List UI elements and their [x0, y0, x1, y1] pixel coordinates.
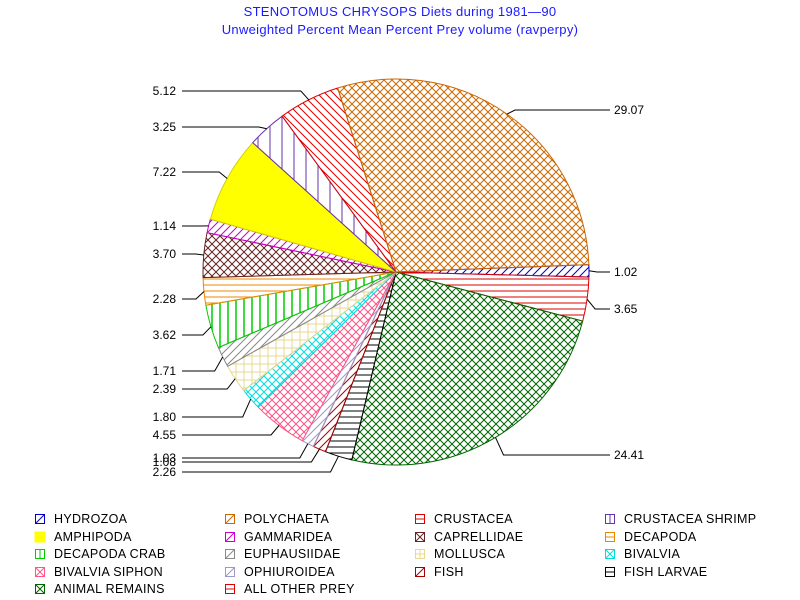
legend-swatch-icon — [225, 531, 235, 542]
slice-value-label: 4.55 — [153, 428, 177, 442]
legend-item-bivalvia: BIVALVIA — [604, 546, 680, 562]
legend-item-euphausiidae: EUPHAUSIIDAE — [224, 546, 341, 562]
legend-swatch-icon — [605, 549, 615, 559]
slice-value-label: 1.71 — [153, 364, 177, 378]
leader-line — [182, 171, 228, 179]
legend-label: POLYCHAETA — [244, 512, 330, 526]
legend-swatch-icon — [225, 549, 235, 559]
slice-value-label: 29.07 — [614, 103, 644, 117]
slice-value-label: 1.14 — [153, 219, 177, 233]
leader-line — [495, 437, 610, 456]
leader-line — [586, 298, 610, 310]
legend-item-crustacea-shrimp: CRUSTACEA SHRIMP — [604, 511, 756, 527]
slice-value-label: 3.25 — [153, 120, 177, 134]
legend-item-amphipoda: AMPHIPODA — [34, 529, 132, 545]
legend-label: EUPHAUSIIDAE — [244, 547, 341, 561]
legend-label: HYDROZOA — [54, 512, 128, 526]
leader-line — [182, 378, 236, 390]
legend-item-animal-remains: ANIMAL REMAINS — [34, 581, 165, 597]
legend-label: DECAPODA CRAB — [54, 547, 166, 561]
slice-value-label: 2.28 — [153, 292, 177, 306]
legend-label: CAPRELLIDAE — [434, 529, 524, 544]
legend-label: ALL OTHER PREY — [244, 582, 355, 596]
leader-line — [182, 90, 310, 101]
legend-item-decapoda-crab: DECAPODA CRAB — [34, 546, 166, 562]
slice-value-label: 1.02 — [614, 265, 638, 279]
pie-slice-polychaeta — [337, 78, 590, 273]
leader-line — [588, 270, 610, 273]
leader-line — [506, 109, 610, 115]
leader-line — [182, 443, 309, 459]
legend-item-hydrozoa: HYDROZOA — [34, 511, 127, 527]
slice-value-label: 5.12 — [153, 84, 177, 98]
leader-line — [182, 425, 280, 436]
legend-swatch-icon — [605, 566, 615, 577]
slice-value-label: 3.70 — [153, 247, 177, 261]
legend-item-all-other-prey: ALL OTHER PREY — [224, 581, 355, 597]
legend-label: GAMMARIDEA — [244, 529, 333, 544]
chart-title: STENOTOMUS CHRYSOPS Diets during 1981—90 — [243, 4, 557, 19]
legend-label: CRUSTACEA SHRIMP — [624, 512, 757, 526]
legend-label: AMPHIPODA — [54, 529, 132, 544]
slice-value-label: 3.65 — [614, 302, 638, 316]
legend-label: BIVALVIA SIPHON — [54, 564, 163, 579]
legend-item-crustacea: CRUSTACEA — [414, 511, 513, 527]
legend-label: BIVALVIA — [624, 547, 681, 561]
legend-item-gammaridea: GAMMARIDEA — [224, 529, 332, 545]
legend-label: OPHIUROIDEA — [244, 564, 335, 579]
slice-value-label: 2.26 — [153, 465, 177, 479]
leader-line — [182, 398, 252, 418]
legend-label: MOLLUSCA — [434, 547, 506, 561]
legend-swatch-icon — [35, 514, 45, 524]
slice-value-label: 3.62 — [153, 328, 177, 342]
legend-label: FISH LARVAE — [624, 564, 708, 579]
legend-item-fish-larvae: FISH LARVAE — [604, 564, 707, 580]
slice-value-label: 2.39 — [153, 382, 177, 396]
leader-line — [182, 126, 267, 130]
leader-line — [182, 291, 205, 300]
legend-label: ANIMAL REMAINS — [54, 582, 165, 596]
slice-value-label: 24.41 — [614, 448, 644, 462]
legend-swatch-icon — [415, 549, 425, 559]
leader-line — [182, 455, 339, 473]
legend-label: DECAPODA — [624, 529, 697, 544]
legend-item-polychaeta: POLYCHAETA — [224, 511, 329, 527]
slice-value-label: 1.80 — [153, 410, 177, 424]
legend-swatch-icon — [34, 531, 46, 542]
legend-item-bivalvia-siphon: BIVALVIA SIPHON — [34, 564, 163, 580]
legend-item-caprellidae: CAPRELLIDAE — [414, 529, 523, 545]
legend-swatch-icon — [225, 566, 235, 577]
leader-line — [182, 356, 224, 372]
legend-swatch-icon — [605, 514, 615, 524]
leader-line — [182, 253, 204, 256]
legend-swatch-icon — [415, 531, 425, 542]
legend-item-fish: FISH — [414, 564, 464, 580]
slice-value-label: 1.03 — [153, 451, 177, 465]
legend-swatch-icon — [415, 566, 425, 577]
legend-swatch-icon — [35, 584, 45, 594]
pie-slice-animal-remains — [351, 271, 584, 466]
legend-item-mollusca: MOLLUSCA — [414, 546, 505, 562]
slice-value-label: 7.22 — [153, 165, 177, 179]
legend-label: CRUSTACEA — [434, 512, 513, 526]
legend-item-ophiuroidea: OPHIUROIDEA — [224, 564, 335, 580]
chart-subtitle: Unweighted Percent Mean Percent Prey vol… — [221, 22, 579, 37]
legend-item-decapoda: DECAPODA — [604, 529, 697, 545]
slice-value-label: 1.08 — [153, 455, 177, 469]
legend-swatch-icon — [225, 584, 235, 594]
legend-swatch-icon — [605, 531, 615, 542]
legend-swatch-icon — [415, 514, 425, 524]
legend-label: FISH — [434, 564, 464, 579]
legend-swatch-icon — [225, 514, 235, 524]
legend-swatch-icon — [35, 566, 45, 577]
legend-swatch-icon — [35, 549, 45, 559]
leader-line — [182, 448, 320, 463]
leader-line — [182, 326, 212, 336]
